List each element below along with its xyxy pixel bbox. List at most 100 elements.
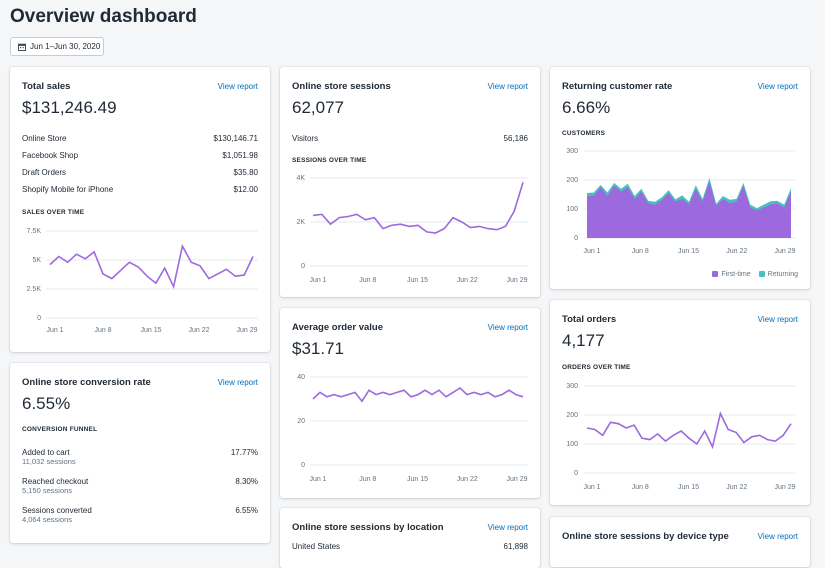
grid — [46, 230, 258, 319]
view-report-link[interactable]: View report — [487, 323, 528, 332]
view-report-link[interactable]: View report — [487, 523, 528, 532]
funnel-step: Reached checkout 5,150 sessions 8.30% — [22, 477, 258, 495]
x-tick: Jun 8 — [632, 484, 649, 491]
x-tick: Jun 22 — [188, 327, 209, 334]
y-tick: 0 — [37, 315, 41, 322]
x-tick: Jun 29 — [506, 277, 527, 284]
y-tick: 4K — [296, 175, 305, 182]
conversion-rate-card: Online store conversion rate View report… — [10, 363, 270, 543]
y-tick: 0 — [574, 470, 578, 477]
customers-chart: 300 200 100 0 Jun 1 Jun 8 Jun 15 Jun 22 Jun … — [566, 148, 795, 255]
x-tick: Jun 22 — [457, 476, 478, 483]
x-tick: Jun 8 — [94, 327, 111, 334]
breakdown-row: Draft Orders $35.80 — [22, 168, 258, 177]
funnel-step: Added to cart 11,032 sessions 17.77% — [22, 448, 258, 466]
orders-series-line — [586, 411, 792, 450]
x-tick: Jun 8 — [632, 248, 649, 255]
chart-label: SESSIONS OVER TIME — [292, 157, 367, 164]
conversion-rate-value: 6.55% — [22, 394, 71, 413]
aov-series-line — [312, 386, 524, 403]
y-tick: 300 — [566, 148, 578, 155]
view-report-link[interactable]: View report — [757, 532, 798, 541]
card-title: Total sales — [22, 81, 71, 92]
x-tick: Jun 1 — [583, 248, 600, 255]
sessions-by-location-card: Online store sessions by location View r… — [280, 508, 540, 568]
x-tick: Jun 29 — [506, 476, 527, 483]
x-tick: Jun 29 — [236, 327, 257, 334]
y-tick: 300 — [566, 383, 578, 390]
calendar-icon — [18, 43, 26, 51]
funnel-label: CONVERSION FUNNEL — [22, 426, 98, 433]
view-report-link[interactable]: View report — [757, 315, 798, 324]
card-title: Returning customer rate — [562, 81, 673, 92]
breakdown-row: Shopify Mobile for iPhone $12.00 — [22, 185, 258, 194]
total-sales-value: $131,246.49 — [22, 98, 117, 117]
chart-label: ORDERS OVER TIME — [562, 364, 631, 371]
card-title: Online store sessions by device type — [562, 531, 729, 542]
view-report-link[interactable]: View report — [217, 378, 258, 387]
x-tick: Jun 15 — [140, 327, 161, 334]
x-tick: Jun 29 — [774, 248, 795, 255]
funnel-step: Sessions converted 4,064 sessions 6.55% — [22, 506, 258, 524]
x-tick: Jun 15 — [407, 476, 428, 483]
y-tick: 2.5K — [27, 286, 42, 293]
x-tick: Jun 15 — [678, 248, 699, 255]
x-ticks: Jun 1 Jun 8 Jun 15 Jun 22 Jun 29 — [583, 484, 795, 491]
y-tick: 0 — [301, 462, 305, 469]
total-orders-card: Total orders View report 4,177 ORDERS OV… — [550, 300, 810, 505]
x-tick: Jun 22 — [457, 277, 478, 284]
y-tick: 100 — [566, 206, 578, 213]
x-ticks: Jun 1 Jun 8 Jun 15 Jun 22 Jun 29 — [309, 476, 527, 483]
card-title: Total orders — [562, 314, 617, 325]
grid — [310, 177, 528, 267]
sessions-chart: 4K 2K 0 Jun 1 Jun 8 Jun 15 Jun 22 Jun 29 — [296, 175, 528, 284]
view-report-link[interactable]: View report — [217, 82, 258, 91]
view-report-link[interactable]: View report — [487, 82, 528, 91]
view-report-link[interactable]: View report — [757, 82, 798, 91]
date-range-button[interactable]: Jun 1–Jun 30, 2020 — [10, 37, 104, 56]
card-title: Online store conversion rate — [22, 377, 151, 388]
sessions-card: Online store sessions View report 62,077… — [280, 67, 540, 297]
chart-label: CUSTOMERS — [562, 130, 606, 137]
breakdown-row: Facebook Shop $1,051.98 — [22, 151, 258, 160]
grid — [310, 376, 528, 466]
breakdown-row: Online Store $130,146.71 — [22, 134, 258, 143]
card-title: Average order value — [292, 322, 383, 333]
y-tick: 20 — [297, 418, 305, 425]
grid — [584, 385, 795, 474]
y-tick: 200 — [566, 412, 578, 419]
location-row: United States 61,898 — [292, 542, 528, 551]
date-range-label: Jun 1–Jun 30, 2020 — [30, 42, 101, 51]
x-tick: Jun 15 — [678, 484, 699, 491]
chart-label: SALES OVER TIME — [22, 209, 85, 216]
total-orders-value: 4,177 — [562, 331, 605, 350]
y-tick: 0 — [301, 263, 305, 270]
x-tick: Jun 22 — [726, 248, 747, 255]
x-tick: Jun 22 — [726, 484, 747, 491]
y-tick: 200 — [566, 177, 578, 184]
x-ticks: Jun 1 Jun 8 Jun 15 Jun 22 Jun 29 — [583, 248, 795, 255]
sessions-by-device-card: Online store sessions by device type Vie… — [550, 517, 810, 567]
card-title: Online store sessions — [292, 81, 391, 92]
sessions-value: 62,077 — [292, 98, 344, 117]
sales-chart: 7.5K 5K 2.5K 0 Jun 1 Jun 8 Jun 15 Jun 22 Jun… — [27, 228, 258, 334]
y-tick: 7.5K — [27, 228, 42, 235]
y-tick: 100 — [566, 441, 578, 448]
aov-value: $31.71 — [292, 339, 344, 358]
chart-legend: First-time Returning — [712, 271, 798, 278]
visitors-row: Visitors 56,186 — [292, 134, 528, 143]
y-tick: 40 — [297, 374, 305, 381]
y-tick: 5K — [32, 257, 41, 264]
total-sales-card: Total sales View report $131,246.49 Onli… — [10, 67, 270, 352]
sessions-series-line — [312, 182, 524, 234]
x-tick: Jun 1 — [583, 484, 600, 491]
y-tick: 2K — [296, 219, 305, 226]
card-title: Online store sessions by location — [292, 522, 444, 533]
aov-chart: 40 20 0 Jun 1 Jun 8 Jun 15 Jun 22 Jun 29 — [297, 374, 528, 483]
first-time-area — [587, 181, 791, 238]
x-ticks: Jun 1 Jun 8 Jun 15 Jun 22 Jun 29 — [46, 327, 257, 334]
returning-rate-value: 6.66% — [562, 98, 611, 117]
sales-series-line — [49, 243, 254, 290]
x-tick: Jun 15 — [407, 277, 428, 284]
x-tick: Jun 29 — [774, 484, 795, 491]
